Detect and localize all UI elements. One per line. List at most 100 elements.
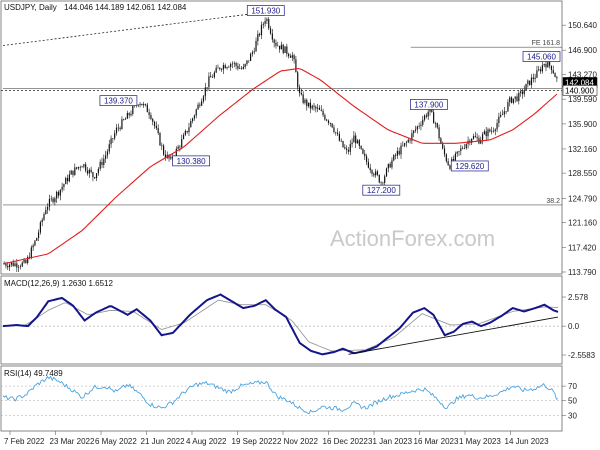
main-y-tick-label: 143.270 (568, 71, 597, 80)
candle-body (456, 151, 458, 154)
candle-body (201, 101, 203, 106)
candle-body (66, 177, 69, 182)
candle-body (307, 102, 310, 107)
candle-body (268, 19, 270, 29)
candle-body (231, 63, 234, 65)
candle-body (338, 134, 340, 141)
candle-body (114, 133, 116, 139)
candle-body (63, 184, 65, 187)
candle-body (199, 104, 201, 106)
x-tick-label: 7 Feb 2022 (4, 437, 45, 446)
candle-body (340, 140, 342, 142)
candle-body (228, 66, 230, 68)
candle-body (496, 123, 498, 130)
candle-body (362, 148, 364, 154)
candle-body (358, 140, 360, 146)
candle-body (306, 99, 308, 107)
candle-body (206, 87, 208, 88)
candle-body (471, 138, 473, 143)
candle-body (353, 135, 355, 143)
candle-body (433, 112, 435, 124)
candle-body (280, 44, 283, 50)
candle-body (7, 265, 9, 268)
candle-body (282, 44, 284, 53)
candle-body (398, 151, 400, 155)
candle-body (481, 134, 484, 140)
candle-body (342, 141, 344, 148)
candle-body (117, 127, 119, 129)
candle-body (182, 134, 185, 140)
candle-body (458, 150, 460, 152)
candle-body (536, 70, 538, 78)
candle-body (460, 148, 462, 151)
candle-body (491, 130, 493, 132)
candle-body (190, 121, 192, 128)
candle-body (108, 144, 110, 152)
candle-body (92, 172, 94, 178)
swing-label-box (522, 51, 561, 62)
candle-body (349, 144, 351, 152)
candle-body (88, 169, 90, 174)
candle-body (106, 151, 109, 156)
candle-body (364, 153, 366, 157)
candle-body (204, 87, 206, 97)
candle-body (436, 123, 438, 128)
candle-body (5, 263, 7, 266)
main-y-tick-label: 135.900 (568, 120, 597, 129)
candle-body (10, 262, 12, 265)
candle-body (431, 109, 433, 113)
candle-body (8, 264, 11, 268)
candle-body (163, 145, 165, 155)
candle-body (512, 98, 514, 103)
candle-body (86, 170, 89, 174)
candle-body (420, 124, 422, 126)
candle-body (275, 42, 277, 46)
candle-body (210, 76, 212, 78)
candle-body (409, 139, 411, 141)
x-tick-label: 23 Mar 2022 (50, 437, 95, 446)
candle-body (333, 127, 335, 133)
x-tick-label: 6 May 2022 (95, 437, 137, 446)
candle-body (554, 73, 556, 78)
swing-label-box (246, 5, 285, 16)
main-y-tick-label: 132.160 (568, 145, 597, 154)
main-y-tick-label: 128.550 (568, 169, 597, 178)
swing-label-box (172, 155, 210, 167)
candle-body (278, 45, 281, 50)
candle-body (253, 51, 255, 53)
candle-body (94, 177, 96, 179)
candle-body (168, 154, 170, 159)
swing-label: 151.930 (251, 7, 280, 16)
candle-body (99, 161, 101, 169)
candle-body (463, 148, 466, 149)
candle-body (97, 168, 99, 174)
candle-body (240, 67, 243, 69)
candle-body (402, 145, 404, 147)
candle-body (335, 132, 337, 133)
macd-trendline (348, 316, 559, 355)
macd-y-tick-label: -2.5583 (568, 351, 596, 360)
candle-body (266, 19, 268, 21)
candle-body (150, 114, 152, 119)
candle-body (249, 54, 252, 61)
candle-body (518, 92, 520, 101)
candle-body (443, 148, 446, 155)
candle-body (37, 232, 40, 239)
candle-body (217, 67, 219, 69)
candle-body (351, 142, 353, 145)
candle-body (331, 123, 333, 128)
candle-body (429, 109, 431, 112)
candle-body (45, 209, 47, 215)
candle-body (56, 191, 58, 199)
candle-body (492, 130, 495, 132)
candle-body (315, 106, 317, 109)
rsi-line (2, 375, 559, 415)
candle-body (41, 219, 43, 223)
candle-body (211, 77, 214, 78)
candle-body (520, 91, 522, 93)
candle-body (262, 23, 264, 25)
symbol-label: USDJPY, Daily (4, 3, 57, 12)
x-tick-label: 1 May 2023 (459, 437, 501, 446)
x-tick-label: 4 Aug 2022 (186, 437, 227, 446)
